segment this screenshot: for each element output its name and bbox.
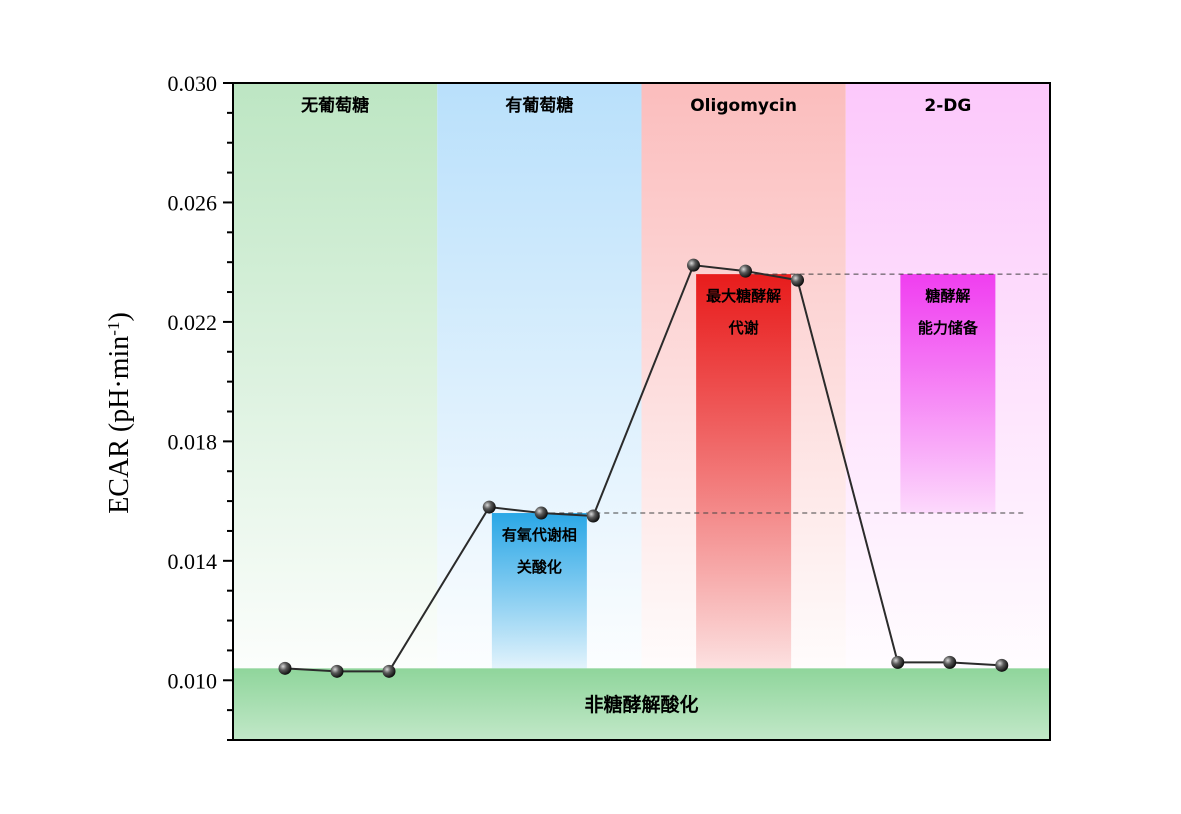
phase-label: 有葡萄糖 bbox=[505, 95, 573, 116]
data-point bbox=[891, 655, 905, 669]
annotation-label: 有氧代谢相 bbox=[502, 526, 577, 544]
y-tick-label: 0.022 bbox=[168, 310, 218, 335]
data-point bbox=[943, 655, 957, 669]
data-point bbox=[482, 500, 496, 514]
annotation-box bbox=[696, 274, 792, 669]
y-tick-label: 0.018 bbox=[168, 429, 218, 454]
phase-background bbox=[233, 83, 438, 669]
y-tick-label: 0.026 bbox=[168, 190, 218, 215]
data-point bbox=[330, 664, 344, 678]
data-point bbox=[278, 661, 292, 675]
data-point bbox=[687, 258, 700, 272]
phase-label: Oligomycin bbox=[690, 96, 797, 116]
annotation-label: 糖酵解 bbox=[925, 287, 970, 305]
annotation-boxes bbox=[491, 274, 996, 669]
phase-label: 无葡萄糖 bbox=[300, 95, 369, 116]
axes bbox=[223, 82, 1051, 741]
y-axis-title: ECAR (pH·min-1) bbox=[104, 312, 136, 514]
data-point bbox=[382, 664, 396, 678]
annotation-label: 最大糖酵解 bbox=[706, 287, 781, 305]
baseline-band bbox=[233, 668, 1050, 740]
annotation-label: 关酸化 bbox=[517, 558, 562, 576]
annotation-label: 代谢 bbox=[728, 319, 759, 337]
data-point bbox=[586, 509, 600, 523]
data-point bbox=[534, 506, 548, 520]
data-point bbox=[995, 658, 1009, 672]
annotation-label: 能力储备 bbox=[918, 319, 979, 337]
y-tick-label: 0.014 bbox=[168, 549, 218, 574]
annotation-box bbox=[900, 274, 996, 514]
reference-lines bbox=[541, 273, 1050, 514]
phase-label: 2-DG bbox=[924, 96, 971, 116]
series-line bbox=[284, 264, 1002, 673]
data-point bbox=[791, 273, 804, 287]
data-point bbox=[739, 264, 752, 278]
annotation-box bbox=[491, 513, 587, 669]
baseline-label: 非糖酵解酸化 bbox=[584, 693, 698, 716]
phase-backgrounds bbox=[233, 83, 1050, 740]
y-tick-label: 0.030 bbox=[168, 71, 218, 96]
y-tick-label: 0.010 bbox=[168, 668, 218, 693]
data-series bbox=[278, 258, 1009, 678]
